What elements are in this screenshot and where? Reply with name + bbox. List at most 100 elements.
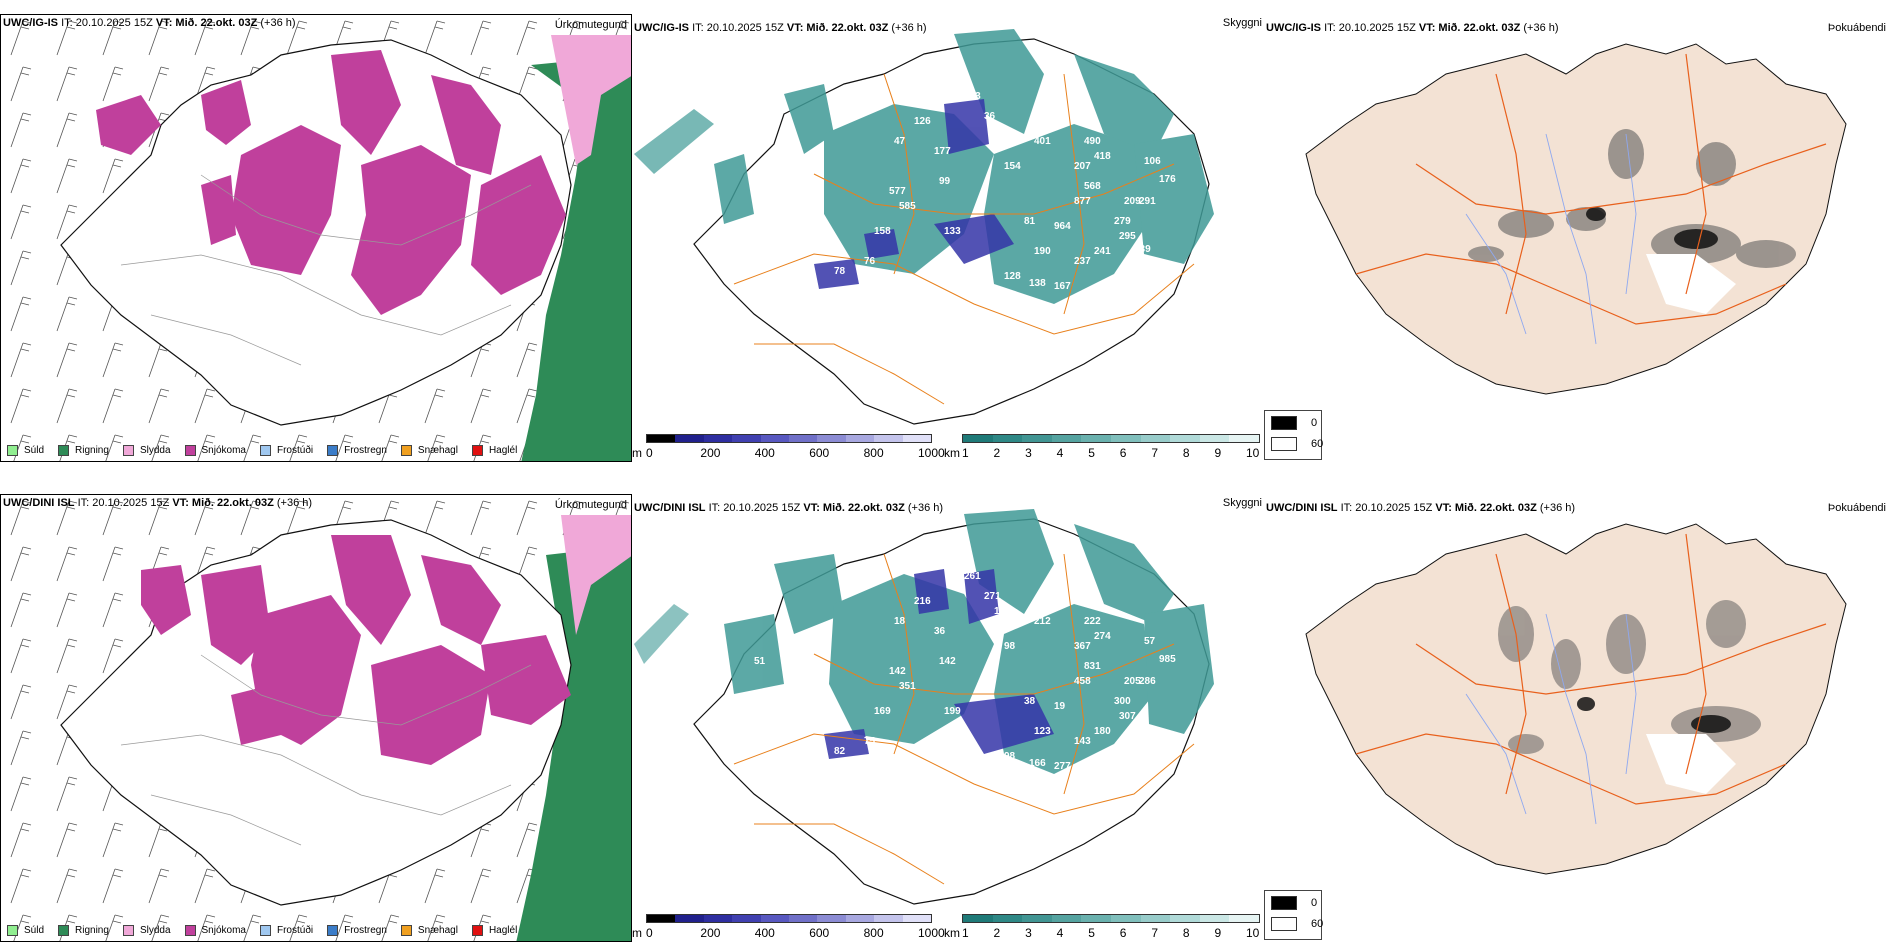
panel-title-precip: Úrkomutegund — [554, 19, 627, 31]
rain-area — [516, 545, 631, 941]
cloud-value-label: 78 — [834, 266, 846, 277]
cloud-map-2: 170 51 142 351 199 169 75 82 113 216 18 36 142 261271… — [634, 509, 1214, 905]
cloud-value-label: 222 — [1084, 616, 1101, 627]
header-2: UWC/DINI ISL IT: 20.10.2025 15Z VT: Mið.… — [3, 497, 312, 509]
valid-time: VT: Mið. 22.okt. 03Z — [155, 17, 258, 29]
precip-legend-label: Súld — [24, 445, 45, 456]
precip-legend-item: Frostúði — [259, 925, 313, 936]
cloud-value-label: 154 — [1004, 161, 1021, 172]
init-time: IT: 20.10.2025 15Z — [77, 497, 170, 509]
colorbar-tick-label: 2 — [993, 446, 1001, 460]
precip-legend-item: Slydda — [122, 445, 171, 456]
fog-legend-label: 60 — [1311, 438, 1324, 450]
fog-legend-label: 0 — [1311, 417, 1318, 429]
precip-map-1 — [1, 15, 631, 461]
cloud-value-label: 585 — [899, 201, 916, 212]
model-name: UWC/IG-IS — [1266, 22, 1321, 34]
precip-legend-item: Súld — [7, 445, 44, 456]
cloud-base-colorbar-1: m 0 200 400 600 800 1000 — [632, 434, 945, 464]
precip-legend-swatch — [259, 445, 271, 456]
cloud-value-label: 483 — [1079, 111, 1096, 122]
cloud-value-label: 401 — [1034, 136, 1051, 147]
cloud-value-label: 93 — [784, 291, 796, 302]
precip-legend-item: Haglél — [471, 445, 517, 456]
cloud-value-label: 212 — [1034, 616, 1051, 627]
precip-legend-item: Súld — [7, 925, 44, 936]
cloud-value-label: 118 — [1094, 286, 1111, 297]
model-name: UWC/DINI ISL — [3, 497, 75, 509]
cloud-value-label: 307 — [1119, 711, 1136, 722]
cloud-value-label: 170 — [704, 586, 721, 597]
valid-time: VT: Mið. 22.okt. 03Z — [803, 502, 905, 514]
colorbar-tick-label: 600 — [809, 446, 830, 460]
cloud-low-areas — [824, 569, 1054, 759]
cloud-value-label: 75 — [864, 736, 876, 747]
cloud-value-label: 167 — [1134, 724, 1151, 735]
cloud-vis-unit: km — [944, 926, 960, 940]
colorbar-tick-label: 4 — [1056, 446, 1064, 460]
precip-legend-swatch — [184, 925, 196, 936]
fog-legend-1: 0 60 — [1264, 410, 1324, 460]
colorbar-tick-label: 1 — [962, 446, 969, 460]
init-time: IT: 20.10.2025 15Z — [692, 22, 784, 34]
rivers — [1465, 613, 1637, 825]
cloud-value-label: 36 — [984, 111, 996, 122]
precip-legend-item: Snjókoma — [184, 925, 246, 936]
island-fog — [1305, 523, 1847, 875]
cloud-value-label: 98 — [1004, 751, 1016, 762]
cloud-value-label: 177 — [934, 146, 951, 157]
cloud-value-label: 190 — [1034, 246, 1051, 257]
cloud-value-label: 568 — [1084, 181, 1101, 192]
fog-map-2 — [1305, 523, 1847, 875]
cloud-value-label: 81 — [1024, 216, 1036, 227]
cloud-low-areas — [814, 99, 1014, 289]
cloud-value-label: 127 — [754, 176, 771, 187]
colorbar-tick-label: 3 — [1025, 926, 1032, 940]
init-time: IT: 20.10.2025 15Z — [1324, 22, 1416, 34]
cloud-value-label: 134 — [1124, 776, 1141, 787]
cloud-value-label: 171 — [934, 306, 951, 317]
fog-legend-swatch — [1271, 917, 1297, 931]
cloud-value-label: 143 — [1074, 736, 1091, 747]
colorbar-tick-label: 4 — [1056, 926, 1064, 940]
snow-areas — [96, 50, 566, 315]
cloud-value-label: 132 — [1104, 786, 1121, 797]
lead-time: (+36 h) — [276, 497, 313, 509]
init-time: IT: 20.10.2025 15Z — [61, 17, 153, 29]
precip-legend-swatch — [122, 445, 134, 456]
cloud-value-label: 138 — [1029, 278, 1046, 289]
cloud-value-label: 167 — [1054, 281, 1071, 292]
precip-legend-label: Snjókoma — [201, 445, 246, 456]
fog-legend-swatch — [1271, 896, 1297, 910]
precip-legend-swatch — [327, 445, 339, 456]
precip-legend-item: Slydda — [122, 925, 171, 936]
cloud-vis-colorbar-1: km 1 2 3 4 5 6 7 8 9 10 — [944, 434, 1262, 464]
cloud-value-label: 36 — [934, 626, 946, 637]
cloud-value-label: 166 — [1029, 758, 1046, 769]
valid-time: VT: Mið. 22.okt. 03Z — [172, 497, 274, 509]
precip-legend-swatch — [471, 445, 483, 456]
snow-areas — [141, 535, 571, 765]
cloud-value-label: 18 — [894, 616, 906, 627]
colorbar-tick-label: 9 — [1214, 926, 1222, 940]
lead-time: (+36 h) — [907, 502, 944, 514]
cloud-value-label: 23 — [994, 126, 1006, 137]
precip-legend-label: Haglél — [488, 925, 518, 936]
colorbar-tick-label: 400 — [754, 926, 775, 940]
cloud-base-bar — [646, 914, 932, 923]
cloud-value-label: 279 — [1114, 216, 1131, 227]
cloud-value-label: 985 — [1159, 654, 1176, 665]
precip-legend-label: Frostúði — [276, 445, 314, 456]
precip-legend-swatch — [58, 925, 70, 936]
cloud-value-label: 209 — [1124, 196, 1141, 207]
colorbar-tick-label: 10 — [1246, 926, 1260, 940]
cloud-value-label: 51 — [754, 656, 766, 667]
header-fog-2: UWC/DINI ISL IT: 20.10.2025 15Z VT: Mið.… — [1266, 502, 1575, 514]
colorbar-tick-label: 200 — [700, 926, 721, 940]
roads — [1355, 533, 1827, 805]
lead-time: (+36 h) — [1539, 502, 1576, 514]
colorbar-tick-label: 1 — [962, 926, 969, 940]
colorbar-tick-label: 200 — [700, 446, 721, 460]
colorbar-tick-label: 600 — [809, 926, 830, 940]
